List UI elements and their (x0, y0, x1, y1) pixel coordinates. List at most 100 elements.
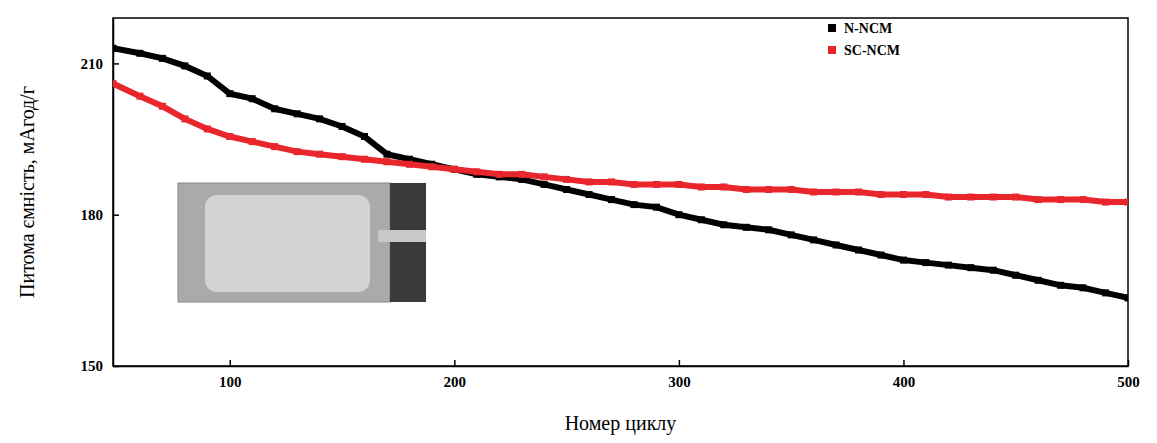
series-0 (113, 45, 1128, 302)
series-marker (675, 181, 682, 188)
series-marker (136, 50, 143, 57)
series-marker (675, 211, 682, 218)
chart-svg: 100200300400500150180210Питома ємність, … (0, 0, 1157, 443)
series-marker (630, 181, 637, 188)
plot-frame (113, 18, 1128, 366)
series-marker (945, 194, 952, 201)
y-tick: 150 (81, 358, 120, 374)
x-tick: 400 (893, 360, 916, 390)
series-marker (586, 178, 593, 185)
series-marker (1102, 289, 1109, 296)
series-marker (1035, 196, 1042, 203)
y-axis: 150 180 210 (81, 19, 120, 375)
series-marker (1012, 272, 1019, 279)
y-tick-mark (113, 63, 119, 65)
series-marker (451, 166, 458, 173)
series-marker (294, 110, 301, 117)
series-marker (743, 186, 750, 193)
series-marker (967, 264, 974, 271)
series-marker (608, 178, 615, 185)
series-marker (1057, 282, 1064, 289)
series-marker (1102, 199, 1109, 206)
x-tick-label: 100 (219, 374, 242, 390)
series-marker (541, 173, 548, 180)
series-marker (1080, 284, 1087, 291)
series-marker (1012, 194, 1019, 201)
inset-cell (205, 195, 370, 292)
series-marker (945, 262, 952, 269)
legend-label: SC-NCM (844, 43, 900, 58)
series-marker (563, 176, 570, 183)
series-marker (316, 115, 323, 122)
series-marker (1035, 277, 1042, 284)
series-marker (563, 186, 570, 193)
legend-swatch (828, 46, 836, 54)
y-tick-mark (113, 214, 119, 216)
x-axis-line (114, 366, 1129, 368)
y-axis-line (113, 19, 115, 367)
x-axis-title: Номер циклу (565, 412, 677, 435)
x-tick: 300 (668, 360, 691, 390)
series-marker (496, 171, 503, 178)
inset-tab (378, 230, 426, 242)
series-marker (608, 196, 615, 203)
series-marker (922, 259, 929, 266)
y-tick-label: 180 (81, 207, 104, 223)
series-marker (383, 151, 390, 158)
series-marker (113, 45, 117, 52)
series-marker (136, 93, 143, 100)
y-tick-label: 150 (81, 358, 104, 374)
series-marker (113, 80, 117, 87)
x-tick: 100 (219, 360, 242, 390)
series-marker (967, 194, 974, 201)
series-marker (361, 133, 368, 140)
legend-label: N-NCM (844, 21, 892, 36)
series-marker (810, 189, 817, 196)
series-marker (877, 252, 884, 259)
series-marker (877, 191, 884, 198)
series-marker (361, 156, 368, 163)
series-marker (226, 133, 233, 140)
series-marker (653, 181, 660, 188)
series-marker (765, 186, 772, 193)
series-marker (788, 186, 795, 193)
series-marker (922, 191, 929, 198)
y-tick: 180 (81, 207, 120, 223)
series-marker (1057, 196, 1064, 203)
legend-swatch (828, 24, 836, 32)
series-marker (473, 168, 480, 175)
x-tick-label: 500 (1117, 374, 1140, 390)
series-marker (1125, 294, 1129, 301)
series-marker (226, 90, 233, 97)
x-axis: 100 200 300 400 500 (114, 360, 1140, 390)
series-marker (204, 125, 211, 132)
series-marker (339, 123, 346, 130)
x-tick-mark (454, 360, 456, 366)
inset-pouch (178, 183, 390, 302)
x-tick: 500 (1117, 360, 1140, 390)
series-marker (765, 226, 772, 233)
series-marker (788, 231, 795, 238)
series-marker (900, 257, 907, 264)
x-tick-label: 200 (444, 374, 467, 390)
series-marker (271, 143, 278, 150)
series-marker (698, 183, 705, 190)
series-line (113, 48, 1128, 298)
series-marker (316, 151, 323, 158)
inset-photo (178, 183, 426, 302)
series-marker (428, 163, 435, 170)
series-marker (990, 267, 997, 274)
series-marker (1080, 196, 1087, 203)
series-marker (383, 158, 390, 165)
x-tick: 200 (444, 360, 467, 390)
series-marker (630, 201, 637, 208)
series-marker (204, 73, 211, 80)
y-tick-label: 210 (81, 56, 104, 72)
series-marker (271, 105, 278, 112)
x-tick-label: 400 (893, 374, 916, 390)
x-tick-mark (1128, 360, 1130, 366)
series-marker (855, 247, 862, 254)
series-marker (586, 191, 593, 198)
x-tick-mark (230, 360, 232, 366)
series-marker (181, 62, 188, 69)
